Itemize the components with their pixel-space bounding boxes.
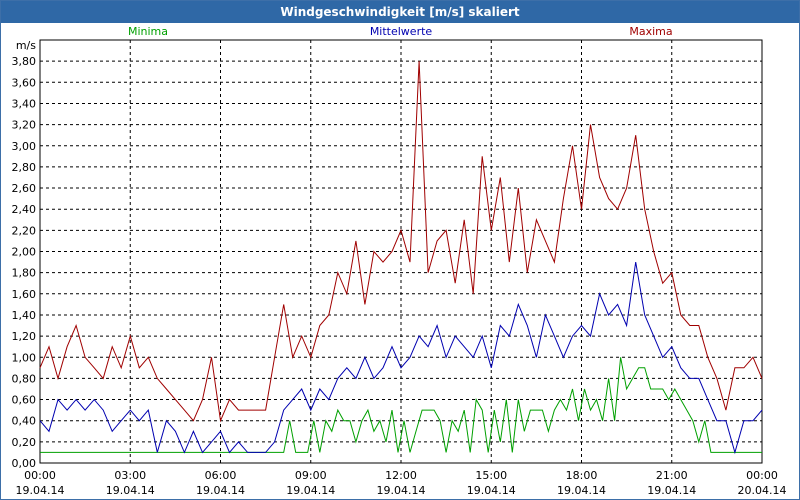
x-tick-date: 19.04.14: [647, 484, 696, 497]
x-tick-date: 19.04.14: [557, 484, 606, 497]
y-tick-label: 0,40: [12, 415, 37, 428]
y-tick-label: 3,60: [12, 76, 37, 89]
y-tick-label: 2,20: [12, 224, 37, 237]
y-axis-label: m/s: [16, 39, 36, 52]
x-tick-date: 19.04.14: [196, 484, 245, 497]
y-tick-label: 1,00: [12, 351, 37, 364]
y-tick-label: 2,80: [12, 161, 37, 174]
y-tick-label: 1,20: [12, 330, 37, 343]
y-tick-label: 3,40: [12, 97, 37, 110]
x-tick-time: 09:00: [295, 469, 327, 482]
legend-entry: Minima: [128, 25, 168, 38]
y-tick-label: 0,20: [12, 436, 37, 449]
y-tick-label: 1,40: [12, 309, 37, 322]
y-tick-label: 0,60: [12, 394, 37, 407]
y-tick-label: 1,80: [12, 267, 37, 280]
x-tick-time: 12:00: [385, 469, 417, 482]
x-tick-time: 06:00: [205, 469, 237, 482]
x-tick-time: 00:00: [746, 469, 778, 482]
x-tick-date: 19.04.14: [467, 484, 516, 497]
window-title: Windgeschwindigkeit [m/s] skaliert: [1, 1, 799, 23]
x-tick-time: 15:00: [475, 469, 507, 482]
y-tick-label: 2,40: [12, 203, 37, 216]
y-tick-label: 3,80: [12, 55, 37, 68]
x-tick-time: 00:00: [24, 469, 56, 482]
series-line-mittelwerte: [39, 262, 763, 455]
y-tick-label: 2,00: [12, 246, 37, 259]
x-tick-date: 19.04.14: [16, 484, 65, 497]
series-line-minima: [40, 357, 762, 453]
x-tick-time: 18:00: [566, 469, 598, 482]
x-tick-date: 19.04.14: [106, 484, 155, 497]
x-tick-time: 21:00: [656, 469, 688, 482]
x-tick-date: 20.04.14: [738, 484, 787, 497]
y-tick-label: 3,20: [12, 119, 37, 132]
series-line-maxima: [39, 61, 763, 423]
y-tick-label: 3,00: [12, 140, 37, 153]
x-tick-time: 03:00: [114, 469, 146, 482]
y-tick-label: 1,60: [12, 288, 37, 301]
legend-entry: Maxima: [629, 25, 672, 38]
legend-entry: Mittelwerte: [370, 25, 433, 38]
y-tick-label: 0,00: [12, 457, 37, 470]
x-tick-date: 19.04.14: [286, 484, 335, 497]
y-tick-label: 0,80: [12, 372, 37, 385]
x-tick-date: 19.04.14: [377, 484, 426, 497]
y-tick-label: 2,60: [12, 182, 37, 195]
